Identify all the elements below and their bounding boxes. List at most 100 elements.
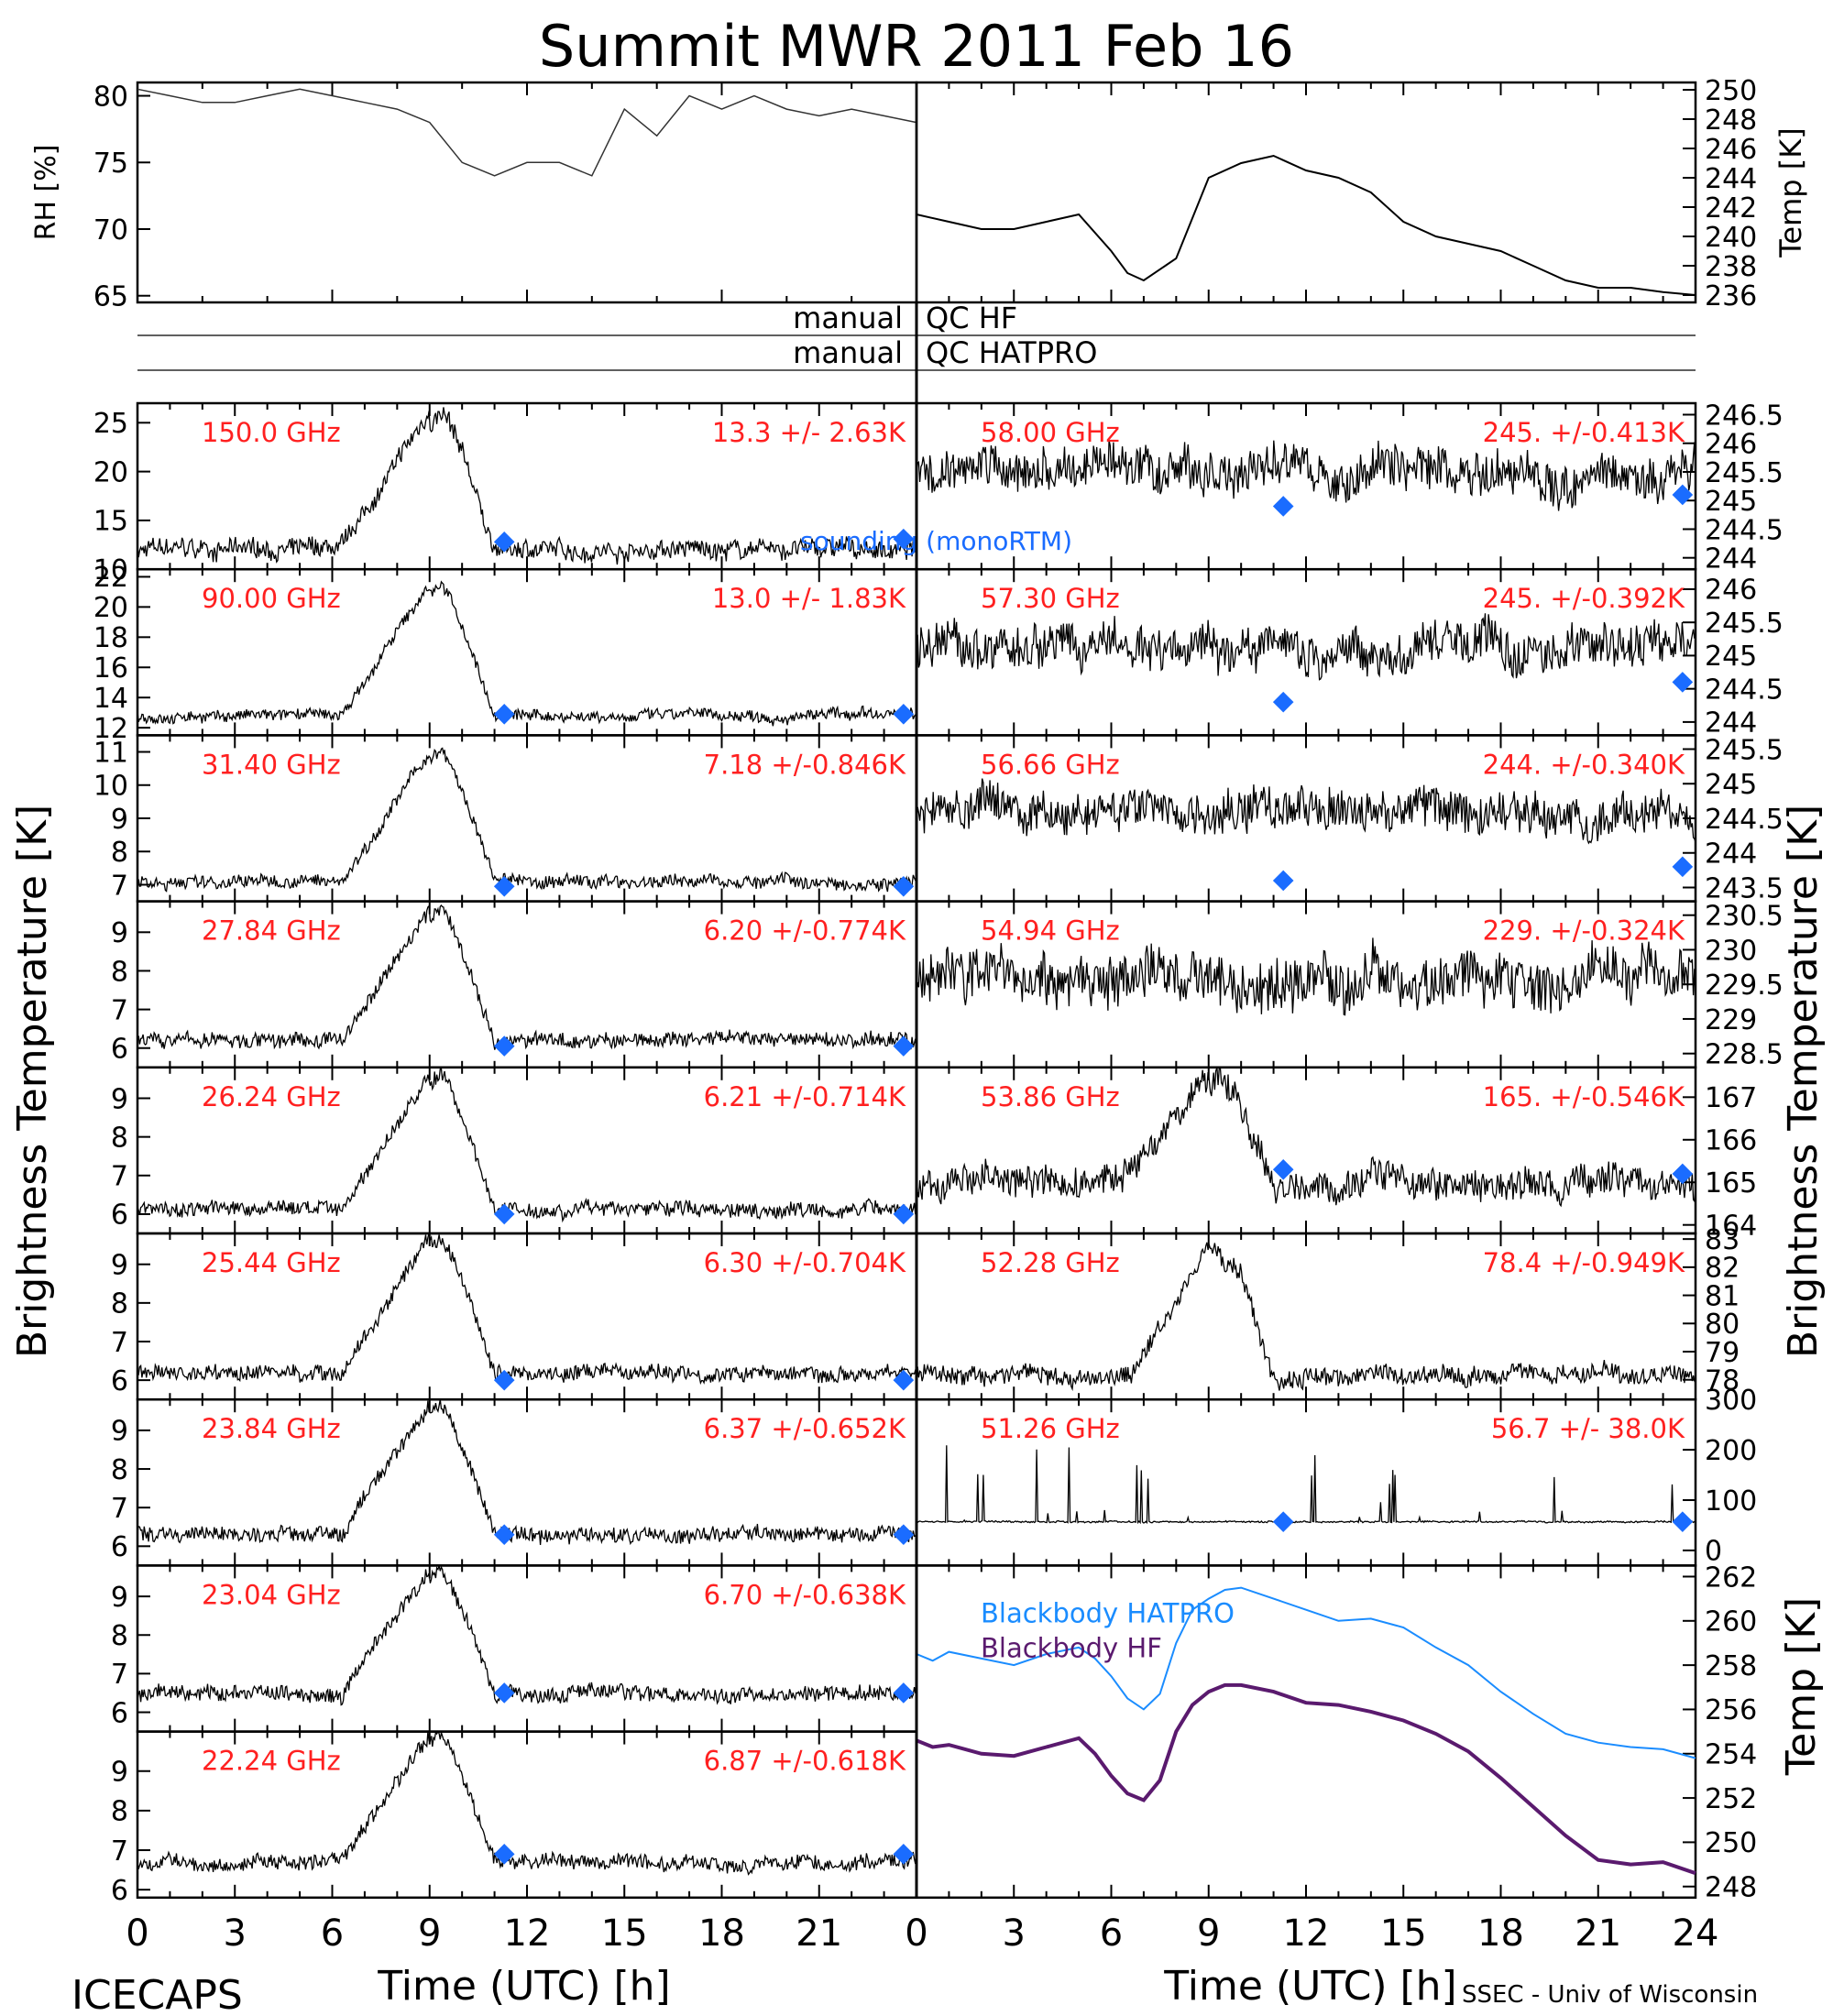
y-tick-label: 7 <box>111 1659 128 1691</box>
y-tick-label: 6 <box>111 1365 128 1397</box>
y-tick-label: 245.5 <box>1705 457 1784 489</box>
y-tick-label: 16 <box>93 652 128 685</box>
sounding-point <box>493 1682 515 1704</box>
y-tick-label: 246 <box>1705 134 1757 166</box>
qc-hf-left: manual <box>793 301 903 335</box>
stat-label-tb-23.84: 6.37 +/-0.652K <box>704 1413 906 1444</box>
y-tick-label: 7 <box>111 1161 128 1193</box>
stat-label-tb-27.84: 6.20 +/-0.774K <box>704 915 906 947</box>
y-tick-label: 8 <box>111 1454 128 1486</box>
x-axis-label-left: Time (UTC) [h] <box>377 1963 670 2010</box>
x-tick-label: 3 <box>1003 1912 1026 1955</box>
stat-label-tb-58.00: 245. +/-0.413K <box>1483 417 1685 448</box>
y-tick-label: 7 <box>111 1493 128 1525</box>
y-tick-label: 228.5 <box>1705 1039 1784 1071</box>
trace-tb-22.24 <box>137 1730 917 1876</box>
sounding-point <box>1272 691 1294 713</box>
y-tick-label: 18 <box>93 622 128 654</box>
x-tick-label: 18 <box>1477 1912 1524 1955</box>
y-tick-label: 246.5 <box>1705 400 1784 432</box>
rh-panel-frame <box>136 81 918 304</box>
sounding-point <box>1672 484 1694 506</box>
sounding-point <box>493 875 515 897</box>
y-tick-label: 300 <box>1705 1385 1757 1417</box>
freq-label-tb-51.26: 51.26 GHz <box>981 1413 1120 1444</box>
y-tick-label: 78 <box>1705 1365 1740 1397</box>
sounding-point <box>893 875 915 897</box>
x-tick-label: 15 <box>601 1912 648 1955</box>
freq-label-tb-23.04: 23.04 GHz <box>202 1579 341 1610</box>
blackbody-legend-1: Blackbody HF <box>981 1632 1162 1663</box>
sounding-point <box>1672 672 1694 693</box>
sounding-point <box>1672 856 1694 878</box>
y-tick-label: 244 <box>1705 707 1757 740</box>
y-axis-label-right: Brightness Temperature [K] <box>1780 805 1827 1358</box>
y-tick-label: 166 <box>1705 1125 1757 1157</box>
y-tick-label: 167 <box>1705 1082 1757 1114</box>
stat-label-tb-56.66: 244. +/-0.340K <box>1483 749 1685 780</box>
y-tick-label: 260 <box>1705 1606 1757 1638</box>
rh-axis-label: RH [%] <box>30 145 62 241</box>
sounding-point <box>1672 1163 1694 1185</box>
sounding-point <box>893 1844 915 1865</box>
y-tick-label: 8 <box>111 956 128 988</box>
freq-label-tb-57.30: 57.30 GHz <box>981 583 1120 614</box>
y-tick-label: 250 <box>1705 1827 1757 1859</box>
trace-tb-150 <box>137 407 917 565</box>
y-tick-label: 240 <box>1705 222 1757 254</box>
x-tick-label: 9 <box>1197 1912 1220 1955</box>
y-tick-label: 22 <box>93 562 128 594</box>
sounding-point <box>893 1682 915 1704</box>
freq-label-tb-26.24: 26.24 GHz <box>202 1081 341 1112</box>
y-tick-label: 65 <box>93 281 128 313</box>
freq-label-tb-90: 90.00 GHz <box>202 583 341 614</box>
blackbody-legend-0: Blackbody HATPRO <box>981 1597 1235 1628</box>
sounding-point <box>893 1035 915 1057</box>
sounding-point <box>893 1203 915 1225</box>
y-tick-label: 245 <box>1705 769 1757 801</box>
sounding-point <box>493 704 515 725</box>
x-tick-label: 12 <box>1283 1912 1330 1955</box>
stat-label-tb-57.30: 245. +/-0.392K <box>1483 583 1685 614</box>
y-tick-label: 9 <box>111 1582 128 1614</box>
y-tick-label: 0 <box>1705 1536 1722 1568</box>
trace-tb-90 <box>137 580 917 727</box>
trace-tb-31.40 <box>137 747 917 893</box>
sounding-point <box>493 531 515 553</box>
stat-label-tb-26.24: 6.21 +/-0.714K <box>704 1081 906 1112</box>
freq-label-tb-23.84: 23.84 GHz <box>202 1413 341 1444</box>
blackbody-series-1 <box>916 1682 1696 1876</box>
y-tick-label: 6 <box>111 1200 128 1232</box>
y-tick-label: 248 <box>1705 104 1757 137</box>
y-tick-label: 7 <box>111 1835 128 1868</box>
y-tick-label: 79 <box>1705 1337 1740 1369</box>
y-tick-label: 6 <box>111 1034 128 1066</box>
y-tick-label: 252 <box>1705 1783 1757 1815</box>
freq-label-tb-56.66: 56.66 GHz <box>981 749 1120 780</box>
rh-line <box>137 88 917 177</box>
y-tick-label: 245 <box>1705 486 1757 518</box>
y-tick-label: 245.5 <box>1705 608 1784 640</box>
y-tick-label: 8 <box>111 1122 128 1154</box>
y-tick-label: 244.5 <box>1705 514 1784 546</box>
stat-label-tb-54.94: 229. +/-0.324K <box>1483 915 1685 947</box>
footer-right: SSEC - Univ of Wisconsin <box>1462 1981 1758 2009</box>
y-tick-label: 230 <box>1705 935 1757 967</box>
stat-label-tb-22.24: 6.87 +/-0.618K <box>704 1746 906 1777</box>
sounding-point <box>1272 496 1294 517</box>
y-tick-label: 229 <box>1705 1004 1757 1036</box>
stat-label-tb-23.04: 6.70 +/-0.638K <box>704 1579 906 1610</box>
y-tick-label: 14 <box>93 683 128 715</box>
trace-tb-23.84 <box>137 1399 917 1546</box>
y-tick-label: 15 <box>93 506 128 538</box>
y-tick-label: 8 <box>111 1620 128 1652</box>
sounding-legend: sounding (monoRTM) <box>800 526 1072 556</box>
x-tick-label: 21 <box>796 1912 842 1955</box>
y-tick-label: 81 <box>1705 1280 1740 1312</box>
trace-tb-53.86 <box>916 1066 1696 1208</box>
y-tick-label: 244 <box>1705 838 1757 871</box>
y-tick-label: 256 <box>1705 1694 1757 1726</box>
stat-label-tb-52.28: 78.4 +/-0.949K <box>1483 1247 1685 1278</box>
